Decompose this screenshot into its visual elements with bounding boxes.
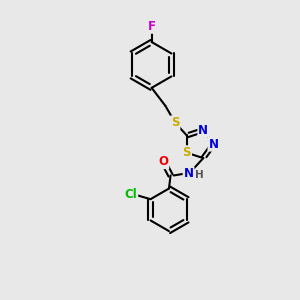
Text: S: S bbox=[171, 116, 179, 129]
Text: O: O bbox=[158, 155, 168, 168]
Text: N: N bbox=[208, 138, 218, 151]
Text: Cl: Cl bbox=[124, 188, 137, 201]
Text: N: N bbox=[184, 167, 194, 180]
Text: F: F bbox=[148, 20, 156, 33]
Text: H: H bbox=[195, 170, 203, 181]
Text: S: S bbox=[183, 146, 191, 159]
Text: N: N bbox=[198, 124, 208, 136]
